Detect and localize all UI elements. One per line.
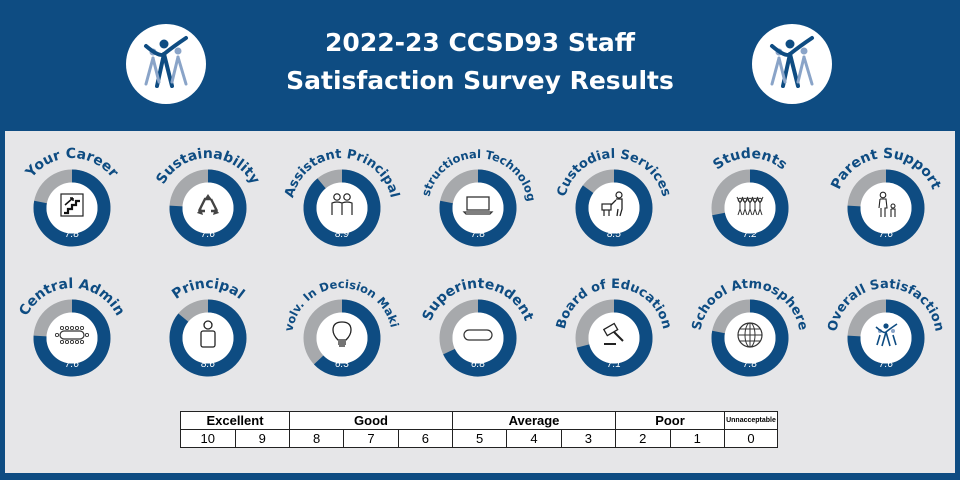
person-icon: [200, 320, 216, 348]
legend-value: 3: [560, 429, 617, 448]
ccsd93-logo-icon: [875, 323, 898, 347]
gauge: 7.2 Students: [710, 146, 790, 247]
title-line-1: 2022-23 CCSD93 Staff: [325, 28, 635, 57]
recycle-icon: [197, 194, 219, 215]
gauge-value-label: 7.6: [879, 359, 893, 370]
gauge-value-arc: [575, 169, 653, 247]
gauge-value-arc: [169, 299, 247, 377]
legend-value: 9: [234, 429, 290, 448]
gauge-value-arc: [33, 299, 111, 377]
stairs-icon: [60, 193, 84, 217]
gauge-value-label: 7.2: [743, 229, 757, 240]
gauge-value-label: 6.3: [335, 359, 349, 370]
gauge-center: [588, 312, 640, 364]
gauge-value-arc: [169, 169, 247, 247]
gauge-value-arc: [847, 299, 925, 377]
gauge-value-label: 8.6: [201, 359, 215, 370]
gauge-value-label: 7.6: [201, 229, 215, 240]
gavel-icon: [602, 322, 624, 345]
legend-value: 6: [397, 429, 454, 448]
legend-group-excellent: Excellent: [180, 411, 290, 430]
legend-value: 2: [615, 429, 671, 448]
gauge-value-label: 7.6: [65, 359, 79, 370]
gauge-value-label: 7.6: [879, 229, 893, 240]
gauge-value-arc: [313, 299, 381, 377]
legend-value: 10: [180, 429, 236, 448]
two-people-icon: [331, 193, 353, 215]
gauge-value-arc: [576, 299, 653, 377]
legend-value: 7: [343, 429, 399, 448]
capsule-icon: [463, 329, 493, 341]
students-icon: [736, 196, 764, 216]
gauge-center: [860, 312, 912, 364]
gauge-value-label: 8.5: [607, 229, 621, 240]
gauge-center: [588, 182, 640, 234]
gauge-category-label: Students: [710, 146, 790, 174]
gauge-value-label: 8.9: [335, 229, 349, 240]
gauge-value-label: 7.8: [743, 359, 757, 370]
title-line-2: Satisfaction Survey Results: [286, 66, 674, 95]
parent-child-icon: [878, 191, 896, 217]
page-title: 2022-23 CCSD93 Staff Satisfaction Survey…: [230, 24, 730, 100]
legend-value: 4: [506, 429, 562, 448]
gauge-center: [182, 182, 234, 234]
gauge-value-arc: [712, 169, 789, 247]
rating-scale-legend: Excellent Good Average Poor Unnacceptabl…: [180, 411, 778, 448]
gauge: 8.6 Principal: [169, 276, 247, 377]
gauge-value-arc: [443, 299, 517, 377]
legend-group-unacceptable: Unnacceptable: [724, 411, 778, 430]
legend-value: 0: [724, 429, 778, 448]
gauge-value-label: 7.8: [471, 229, 485, 240]
meeting-table-icon: [54, 325, 90, 345]
legend-group-poor: Poor: [615, 411, 725, 430]
laptop-icon: [462, 196, 494, 215]
lightbulb-icon: [332, 321, 352, 347]
legend-group-good: Good: [289, 411, 453, 430]
gauge-center: [46, 312, 98, 364]
legend-group-average: Average: [452, 411, 616, 430]
ccsd93-logo-right: [752, 24, 832, 104]
header-banner: 2022-23 CCSD93 Staff Satisfaction Survey…: [0, 0, 960, 131]
ccsd93-logo-left: [126, 24, 206, 104]
gauge-value-label: 7.8: [65, 229, 79, 240]
gauge-center: [452, 182, 504, 234]
gauge-value-label: 6.8: [471, 359, 485, 370]
gauge-value-arc: [711, 299, 789, 377]
gauge-value-label: 7.1: [607, 359, 621, 370]
gauge-value-arc: [439, 169, 517, 247]
legend-value: 1: [669, 429, 725, 448]
gauge-value-arc: [303, 169, 381, 247]
gauge-category-label: Principal: [169, 276, 247, 303]
gauge-value-arc: [847, 169, 925, 247]
janitor-icon: [601, 191, 623, 217]
globe-icon: [737, 322, 763, 348]
legend-value: 8: [288, 429, 345, 448]
legend-value: 5: [451, 429, 508, 448]
gauge-value-arc: [33, 169, 111, 247]
